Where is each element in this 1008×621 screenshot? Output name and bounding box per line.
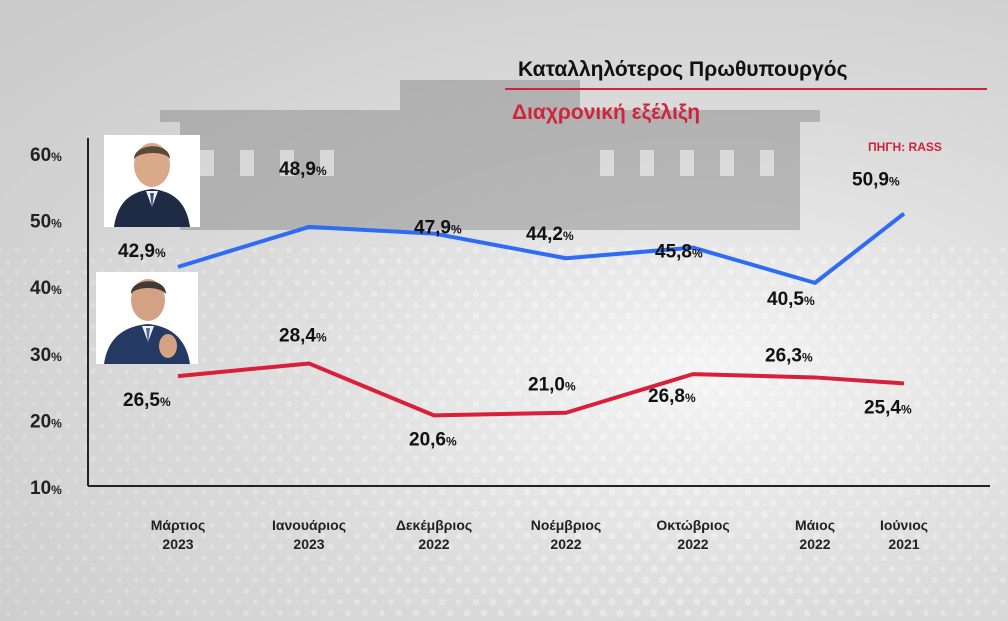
- y-tick-label: 10%: [30, 478, 62, 499]
- series-line-blue: [177, 212, 906, 285]
- background-building: [160, 80, 820, 230]
- y-tick-label: 20%: [30, 411, 62, 432]
- x-tick-label: Μάρτιος 2023: [151, 517, 206, 552]
- data-label: 42,9%: [118, 241, 166, 262]
- data-label: 25,4%: [864, 397, 912, 418]
- data-label: 26,5%: [123, 390, 171, 411]
- data-label: 48,9%: [279, 159, 327, 180]
- data-label: 47,9%: [414, 218, 462, 239]
- chart-title: Καταλληλότερος Πρωθυπουργός: [518, 58, 848, 81]
- data-label: 44,2%: [526, 224, 574, 245]
- portrait-blue-series: [104, 135, 200, 227]
- data-label: 50,9%: [852, 170, 900, 191]
- portrait-red-series: [96, 272, 198, 364]
- x-tick-label: Ιανουάριος 2023: [272, 517, 346, 552]
- y-tick-label: 50%: [30, 212, 62, 233]
- title-underline: [505, 88, 987, 90]
- data-label: 20,6%: [409, 429, 457, 450]
- data-label: 26,3%: [765, 345, 813, 366]
- data-label: 28,4%: [279, 325, 327, 346]
- x-tick-label: Νοέμβριος 2022: [531, 517, 601, 552]
- x-tick-label: Οκτώβριος 2022: [656, 517, 729, 552]
- series-line-red: [177, 361, 905, 418]
- x-tick-label: Ιούνιος 2021: [880, 517, 928, 552]
- data-label: 45,8%: [655, 242, 703, 263]
- source-label: ΠΗΓΗ: RASS: [868, 140, 942, 154]
- y-tick-label: 40%: [30, 278, 62, 299]
- x-tick-label: Μάιος 2022: [795, 517, 835, 552]
- data-label: 40,5%: [767, 289, 815, 310]
- y-tick-label: 60%: [30, 145, 62, 166]
- y-tick-label: 30%: [30, 345, 62, 366]
- chart-subtitle: Διαχρονική εξέλιξη: [512, 101, 701, 124]
- data-label: 21,0%: [528, 375, 576, 396]
- data-label: 26,8%: [648, 386, 696, 407]
- x-tick-label: Δεκέμβριος 2022: [396, 517, 472, 552]
